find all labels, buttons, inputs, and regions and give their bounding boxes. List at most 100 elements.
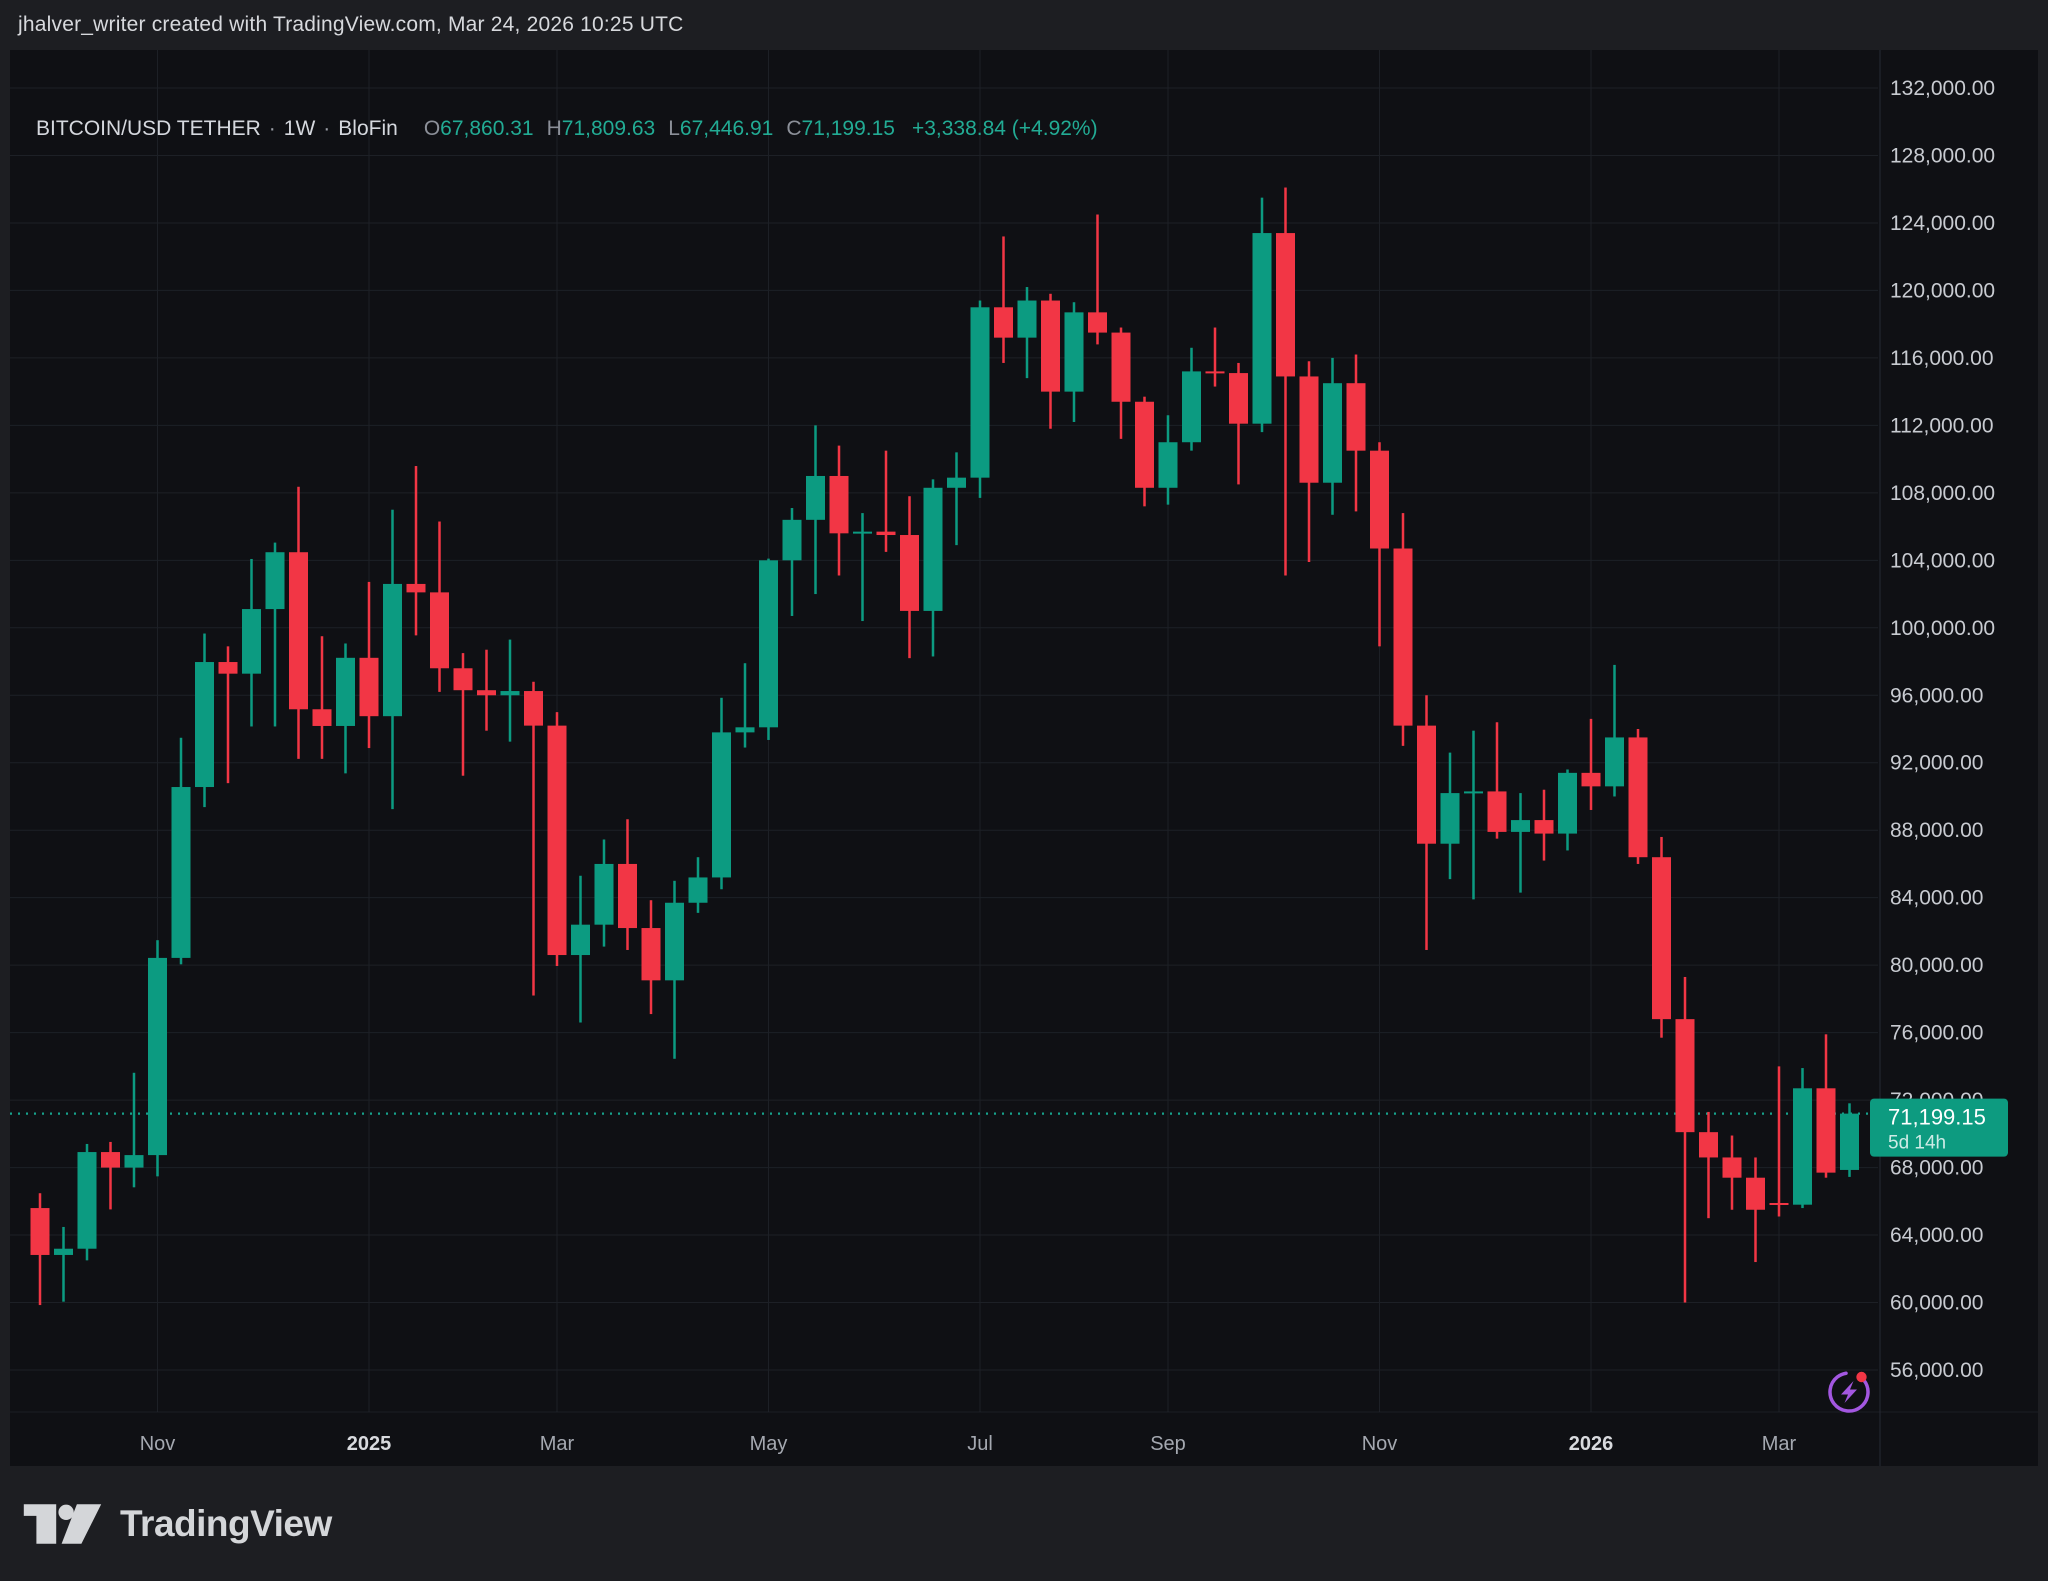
candle[interactable] [547, 712, 567, 967]
candle[interactable] [1746, 1157, 1765, 1263]
tradingview-logo[interactable]: TradingView [22, 1502, 332, 1546]
candle[interactable] [101, 1141, 120, 1210]
candle-body [853, 531, 872, 534]
candle[interactable] [148, 940, 167, 1177]
candlestick-chart-pane[interactable]: 132,000.00 128,000.00 124,000.00 120,000.00… [10, 50, 2038, 1466]
candle[interactable] [665, 880, 684, 1059]
candle[interactable] [1534, 789, 1554, 861]
candle[interactable] [77, 1143, 97, 1261]
candle[interactable] [1440, 752, 1460, 880]
candle[interactable] [594, 839, 614, 947]
candle[interactable] [1205, 327, 1225, 387]
candle[interactable] [1769, 1066, 1789, 1217]
time-axis-month-label: May [750, 1433, 788, 1455]
candle[interactable] [1393, 513, 1413, 746]
candle[interactable] [1017, 287, 1037, 379]
candle[interactable] [1417, 695, 1436, 950]
candle[interactable] [1276, 187, 1295, 576]
candle[interactable] [1793, 1068, 1812, 1209]
candle[interactable] [124, 1072, 144, 1188]
candle[interactable] [1158, 415, 1178, 505]
candle[interactable] [1487, 722, 1507, 839]
candle[interactable] [1675, 976, 1695, 1303]
candle[interactable] [641, 900, 661, 1015]
low-label: L [668, 117, 680, 140]
candle[interactable] [312, 636, 332, 759]
candle[interactable] [735, 663, 755, 748]
interval-label[interactable]: 1W [283, 117, 316, 140]
candle[interactable] [876, 450, 896, 552]
price-axis-label: 108,000.00 [1890, 482, 1995, 505]
candle[interactable] [618, 819, 637, 950]
candle[interactable] [688, 857, 708, 913]
candle[interactable] [54, 1226, 73, 1302]
candle[interactable] [453, 653, 473, 776]
candle[interactable] [171, 737, 191, 965]
candle[interactable] [1722, 1135, 1742, 1210]
candle[interactable] [195, 633, 214, 808]
candle[interactable] [853, 513, 872, 622]
candle[interactable] [806, 425, 825, 595]
candle[interactable] [30, 1193, 50, 1306]
candle[interactable] [1041, 293, 1060, 429]
time-axis[interactable]: Nov 2025 Mar May Jul Sep Nov 2026 Mar [140, 1433, 1797, 1455]
candle[interactable] [289, 486, 308, 759]
candle[interactable] [1088, 214, 1107, 345]
candle[interactable] [994, 236, 1013, 363]
candles-layer[interactable] [30, 187, 1860, 1306]
candle[interactable] [712, 697, 731, 890]
candle[interactable] [265, 542, 285, 727]
candle[interactable] [829, 445, 849, 576]
candle[interactable] [900, 496, 919, 659]
candle[interactable] [571, 875, 590, 1023]
candle[interactable] [782, 508, 802, 616]
price-axis-label: 80,000.00 [1890, 954, 1983, 977]
candle[interactable] [1135, 396, 1154, 507]
price-axis-label: 116,000.00 [1890, 347, 1994, 370]
candle-body [900, 535, 919, 611]
candle[interactable] [430, 521, 449, 692]
price-axis[interactable]: 132,000.00 128,000.00 124,000.00 120,000.00… [1890, 77, 1995, 1382]
open-value: 67,860.31 [440, 117, 534, 140]
candle[interactable] [1229, 362, 1248, 485]
candle[interactable] [1182, 347, 1201, 451]
candle[interactable] [947, 452, 966, 546]
candle[interactable] [218, 646, 238, 784]
candle[interactable] [1558, 769, 1577, 851]
exchange-label[interactable]: BloFin [338, 117, 398, 140]
candle[interactable] [1699, 1111, 1718, 1219]
candle[interactable] [1840, 1103, 1859, 1177]
candle[interactable] [524, 681, 543, 996]
candle[interactable] [1323, 357, 1342, 515]
candle[interactable] [1628, 729, 1648, 864]
candle[interactable] [500, 639, 520, 742]
flash-icon[interactable] [1822, 1365, 1875, 1418]
symbol-legend: BITCOIN/USD TETHER · 1W · BloFin O67,860.31 H… [36, 116, 1098, 142]
candle[interactable] [1111, 327, 1131, 439]
candle[interactable] [336, 643, 355, 774]
candle[interactable] [759, 558, 778, 740]
candle[interactable] [359, 581, 379, 749]
candle[interactable] [1464, 730, 1483, 900]
candle[interactable] [383, 509, 402, 810]
candle-body [970, 307, 990, 478]
candle[interactable] [970, 300, 990, 498]
candle[interactable] [1346, 354, 1366, 512]
candle[interactable] [477, 649, 496, 731]
symbol-title[interactable]: BITCOIN/USD TETHER [36, 117, 261, 140]
candle[interactable] [923, 479, 943, 657]
candle[interactable] [1370, 442, 1389, 647]
candle[interactable] [406, 466, 426, 636]
candle[interactable] [1064, 302, 1084, 422]
candle-wick [1613, 664, 1616, 797]
candle[interactable] [1299, 361, 1319, 563]
candle[interactable] [1605, 664, 1624, 797]
candle[interactable] [1816, 1034, 1836, 1178]
candle[interactable] [1252, 197, 1272, 433]
candle[interactable] [1511, 793, 1530, 893]
candle-body [1793, 1088, 1812, 1205]
candle[interactable] [1581, 718, 1601, 810]
candle-body [1064, 312, 1084, 392]
candle[interactable] [242, 558, 261, 727]
candle[interactable] [1652, 836, 1671, 1038]
